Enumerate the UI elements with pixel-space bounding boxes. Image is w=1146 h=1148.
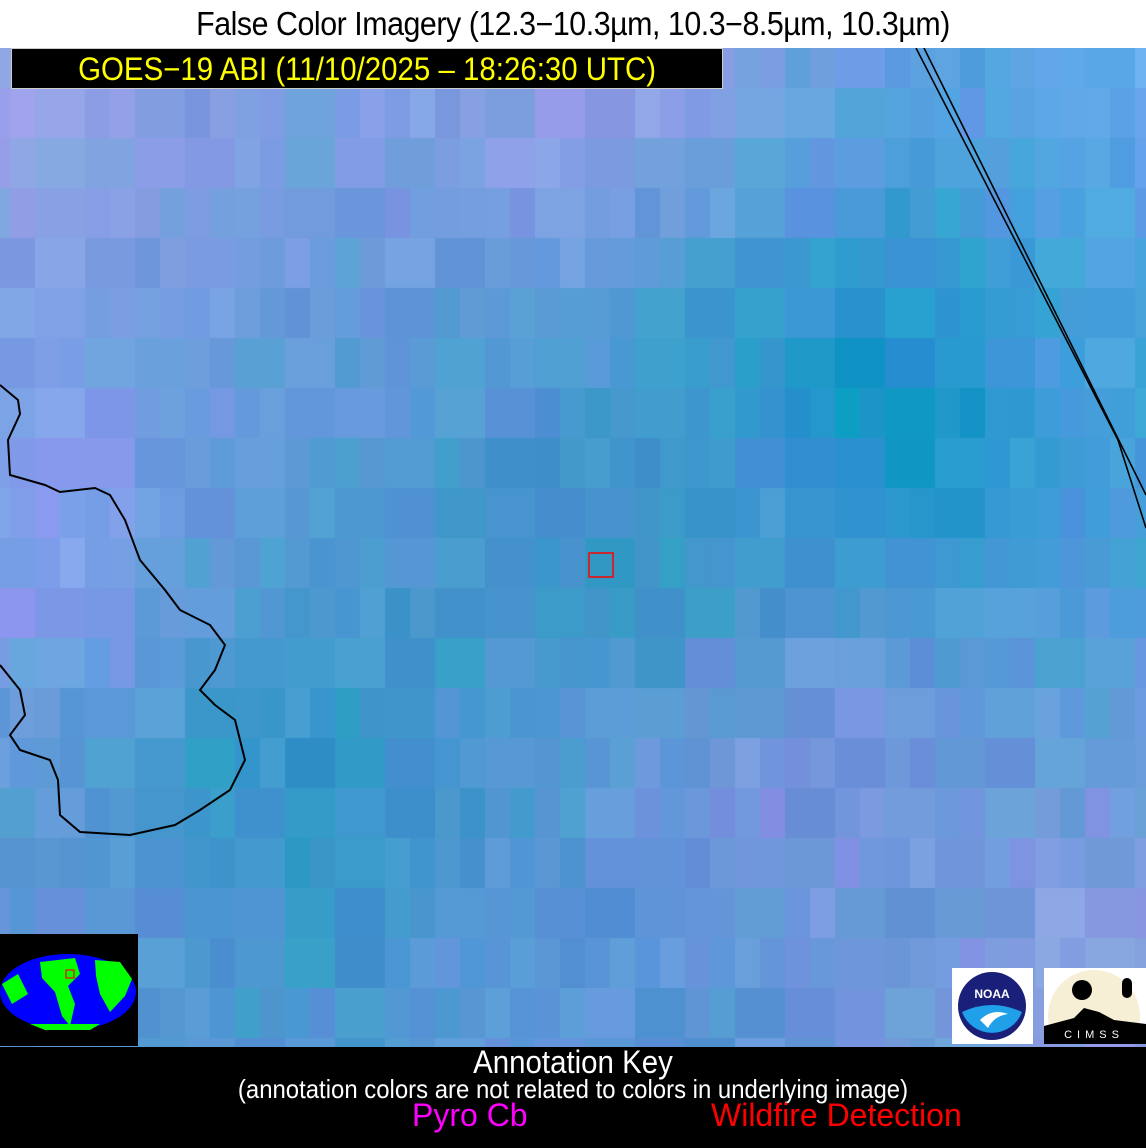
noaa-logo-text: NOAA — [974, 987, 1010, 1001]
cimss-logo: CIMSS — [1044, 968, 1146, 1062]
border-line — [915, 48, 1146, 529]
satellite-imagery — [0, 48, 1146, 1047]
map-overlay — [0, 48, 1146, 837]
annotation-key-heading: Annotation Key — [473, 1044, 673, 1080]
satellite-label-text: GOES−19 ABI (11/10/2025 – 18:26:30 UTC) — [78, 51, 656, 87]
noaa-logo: NOAA — [952, 968, 1033, 1044]
annotation-key-note: (annotation colors are not related to co… — [237, 1074, 909, 1104]
legend-pyro-cb: Pyro Cb — [412, 1097, 528, 1133]
locator-globe — [0, 934, 138, 1046]
globe-icon — [0, 954, 136, 1030]
satellite-label: GOES−19 ABI (11/10/2025 – 18:26:30 UTC) — [11, 48, 723, 89]
border-line — [923, 48, 1146, 496]
image-title: False Color Imagery (12.3−10.3µm, 10.3−8… — [196, 5, 950, 42]
annotation-key: Annotation Key (annotation colors are no… — [0, 1044, 1146, 1148]
legend-wildfire-detection: Wildfire Detection — [711, 1097, 962, 1133]
target-box — [588, 552, 614, 578]
coastline — [0, 384, 247, 837]
cimss-logo-text: CIMSS — [1064, 1029, 1124, 1041]
false-color-mosaic — [0, 48, 1146, 1047]
